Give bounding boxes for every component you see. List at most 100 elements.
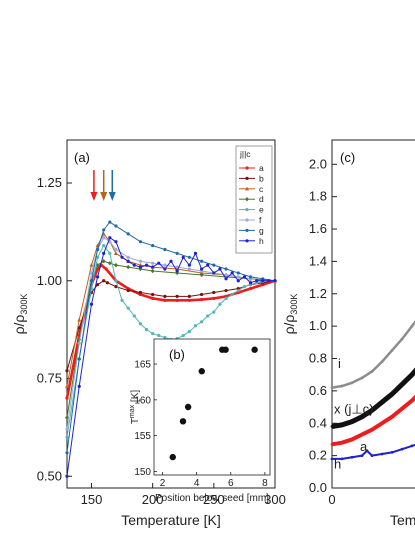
data-point-h [242,275,247,279]
panel-a-frame [66,139,276,489]
data-point-a [248,286,253,291]
data-point [390,415,394,419]
data-point-f [236,275,240,279]
inset-data-point [222,346,229,353]
data-point-a [199,297,204,302]
legend-label-a: a [259,163,264,173]
legend-label-e: e [259,205,264,215]
data-point-e [242,285,247,289]
data-point [360,454,364,458]
inset-y-tick-label: 165 [134,360,151,371]
data-point [330,386,334,390]
y-tick-label: 0.8 [309,351,327,366]
data-point-d [113,262,118,268]
data-point [380,452,384,456]
data-point-b [199,292,204,297]
data-point-g [138,240,143,244]
data-point-h [95,275,100,279]
data-point-f [114,247,118,252]
data-point-h [108,236,112,240]
data-point-g [236,271,240,275]
data-point-e [114,279,118,283]
y-tick-label: 1.2 [309,286,327,301]
data-point-h [224,277,228,281]
inset-data-point [198,368,205,375]
data-point-h [175,269,179,273]
y-tick-label: 0.75 [37,371,62,386]
data-point-e [157,333,161,338]
legend-label-b: b [259,173,264,183]
legend-label-d: d [259,194,264,204]
data-point-h [273,279,277,283]
panel-b-frame [153,338,271,476]
panel-a-xlabel: Temperature [K] [121,512,221,528]
data-point [350,455,354,459]
panel-b-ylabel: Tmax [K] [129,390,141,425]
inset-x-tick-label: 6 [228,478,234,489]
data-point-g [77,357,81,361]
data-point [350,438,354,441]
data-point [340,384,344,388]
y-tick-label: 1.8 [309,189,327,204]
data-point-a [163,298,167,302]
data-point-e [230,292,234,297]
data-point-g [114,224,118,228]
chart-panel-c: 01000.00.20.40.60.81.01.21.41.61.82.0 ix… [281,139,415,528]
panel-a-label: (a) [74,150,90,165]
data-point [360,433,364,436]
data-point [350,420,354,424]
data-point [340,457,344,461]
legend-marker-c [245,186,249,191]
data-point-h [218,267,222,271]
legend-title: j||c [239,149,251,159]
data-point-h [199,267,204,271]
data-point-d [150,268,155,274]
series-line [331,394,415,447]
data-point-a [104,267,108,271]
data-point-b [95,283,100,287]
data-point-h [236,279,240,283]
data-point-e [199,320,204,324]
data-point [400,447,404,451]
data-point-h [77,384,81,388]
data-point [370,408,374,412]
panel-a-ylabel: ρ/ρ300K [11,294,29,335]
y-tick-label: 2.0 [309,156,327,171]
data-point-d [107,260,112,266]
data-point-h [212,271,216,275]
panel-b-xlabel: Position below seed [mm] [155,493,269,504]
data-point-b [105,281,109,285]
legend-marker-b [245,176,249,180]
data-point-b [65,369,69,373]
y-tick-label: 1.4 [309,253,327,268]
data-point-b [126,288,130,293]
series-label: x (j⊥c) [334,402,373,417]
data-point-f [175,265,179,269]
inset-data-point [184,403,192,411]
chart-panel-b: 2 4 6 8 150 155 160 165 (b) Position below seed… [129,338,271,504]
data-point-e [108,251,112,255]
panel-c-axes: 01000.00.20.40.60.81.01.21.41.61.82.0 [309,156,337,507]
panel-b-axes: 2 4 6 8 150 155 160 165 [134,360,268,489]
series-line [331,320,415,389]
data-point-b [187,294,191,299]
data-point-h [89,302,94,306]
data-point-g [199,259,204,263]
data-point-c [65,384,69,388]
data-point-b [224,288,228,293]
data-point-h [102,251,106,255]
data-point-g [108,220,112,224]
data-point-g [95,247,100,252]
data-point-e [212,310,216,314]
legend-marker-a [245,166,249,170]
data-point-h [163,267,167,271]
data-point-h [114,240,118,244]
data-point-f [224,273,228,277]
data-point [410,373,414,377]
data-point-g [212,263,216,267]
data-point-g [126,232,130,236]
series-line [332,443,415,460]
data-point-g [175,251,179,255]
data-point [370,370,374,373]
